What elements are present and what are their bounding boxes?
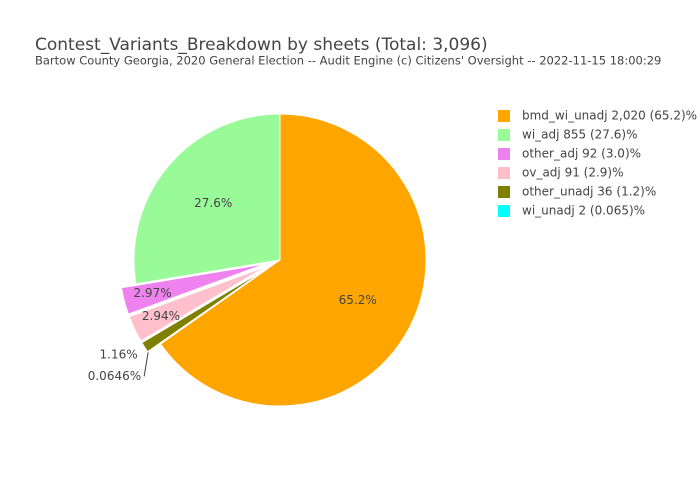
slice-label: 1.16%	[100, 348, 138, 362]
legend-swatch	[498, 129, 510, 141]
pie-slice	[133, 113, 281, 285]
legend-swatch	[498, 186, 510, 198]
legend-label: other_unadj 36 (1.2)%	[522, 185, 656, 199]
slice-label: 0.0646%	[88, 369, 141, 383]
legend-label: wi_unadj 2 (0.065)%	[522, 204, 645, 218]
legend-label: wi_adj 855 (27.6)%	[522, 128, 637, 142]
slice-label: 27.6%	[194, 196, 232, 210]
chart-subtitle: Bartow County Georgia, 2020 General Elec…	[35, 54, 661, 68]
slice-label: 2.97%	[133, 286, 171, 300]
slice-label: 2.94%	[142, 309, 180, 323]
pie-slice	[159, 113, 427, 407]
legend-label: other_adj 92 (3.0)%	[522, 147, 641, 161]
legend-label: bmd_wi_unadj 2,020 (65.2)%	[522, 109, 697, 123]
legend-swatch	[498, 205, 510, 217]
legend-swatch	[498, 148, 510, 160]
chart-title: Contest_Variants_Breakdown by sheets (To…	[35, 35, 488, 55]
pie-slice	[120, 263, 266, 315]
pie-slice	[141, 267, 268, 353]
legend-swatch	[498, 167, 510, 179]
leader-line	[143, 352, 149, 377]
pie-slice	[128, 265, 267, 342]
legend-swatch	[498, 110, 510, 122]
slice-label: 65.2%	[339, 293, 377, 307]
legend-label: ov_adj 91 (2.9)%	[522, 166, 624, 180]
